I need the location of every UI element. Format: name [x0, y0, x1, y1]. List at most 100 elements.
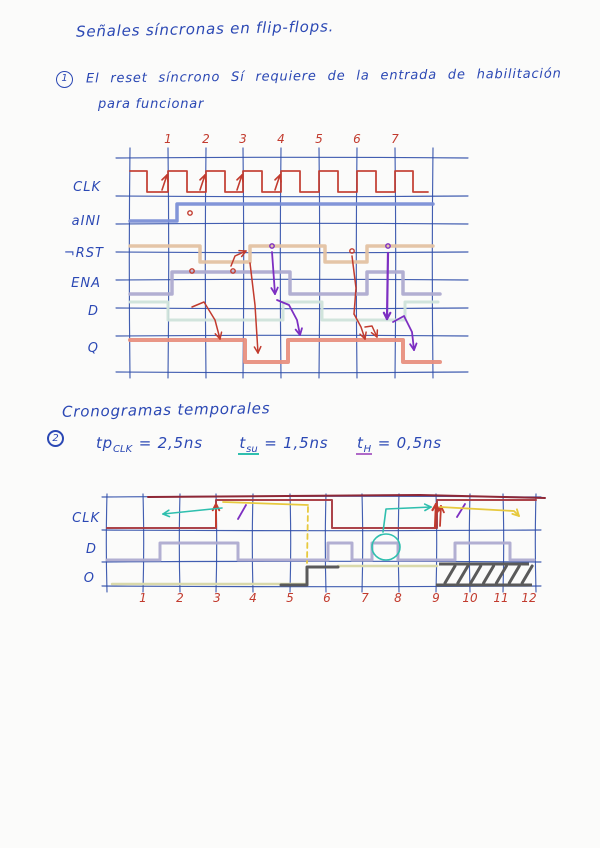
cycle-number: 1 — [164, 132, 172, 146]
grid-horizontal-line — [115, 195, 469, 198]
annotation-red-stroke — [364, 325, 378, 338]
cycle-number: 6 — [353, 132, 361, 146]
grid-horizontal-line — [101, 529, 542, 532]
cycle-number: 3 — [239, 132, 247, 146]
waveform-nRST — [128, 244, 435, 264]
timing-parameters: tpCLK = 2,5ns tsu = 1,5ns tH = 0,5ns — [95, 434, 442, 455]
annotation-red-stroke-head — [274, 174, 281, 181]
annotation-dark_gray-stroke — [279, 565, 340, 587]
annotation-yellow-stroke-head — [515, 508, 520, 517]
grid-vertical-line — [534, 493, 537, 593]
annotation-red-stroke-head — [236, 174, 243, 181]
annotation-yellow-stroke — [306, 506, 309, 564]
grid-horizontal-line — [115, 222, 469, 225]
annotation-red-stroke-head — [370, 331, 378, 338]
hatch-stripe — [482, 564, 496, 585]
signal-label: CLK — [72, 511, 100, 526]
cycle-number: 2 — [176, 591, 184, 605]
grid-vertical-line — [251, 493, 254, 593]
annotation-purple-stroke-head — [413, 342, 418, 351]
waveform-aINI — [128, 202, 435, 223]
note1-bullet-number: 1 — [56, 71, 73, 88]
hatch-stripe — [456, 564, 470, 585]
annotation-teal-stroke-head — [423, 503, 432, 508]
hatch-stripe — [494, 564, 508, 585]
grid-vertical-line — [324, 493, 327, 593]
param-tsu: tsu = 1,5ns — [238, 434, 329, 455]
annotation-teal-stroke-head — [162, 513, 171, 518]
annotation-red-stroke-head — [359, 333, 366, 340]
signal-label: Q — [88, 341, 99, 356]
annotation-purple-stroke — [271, 251, 276, 295]
annotation-purple-stroke-head — [385, 311, 392, 321]
cycle-number: 8 — [394, 591, 402, 605]
signal-label: aINI — [72, 214, 101, 229]
grid-horizontal-line — [115, 156, 469, 159]
param-th: tH = 0,5ns — [355, 434, 442, 455]
annotation-purple-stroke — [276, 299, 301, 336]
annotation-red-stroke-head — [257, 345, 262, 354]
cycle-number: 5 — [286, 591, 294, 605]
signal-label: CLK — [73, 180, 101, 195]
cycle-number: 11 — [493, 591, 508, 605]
annotation-red-stroke-head — [161, 174, 168, 181]
annotation-red-stroke — [191, 301, 221, 340]
cycle-number: 1 — [139, 591, 147, 605]
grid-horizontal-line — [115, 371, 469, 374]
annotation-red-stroke — [439, 505, 442, 527]
cycle-number: 7 — [391, 132, 399, 146]
signal-label: ENA — [71, 276, 101, 291]
waveform-CLK — [129, 170, 429, 193]
annotation-purple-stroke — [392, 315, 415, 351]
annotation-dot — [187, 210, 193, 216]
annotation-red-stroke — [236, 174, 243, 191]
annotation-red-stroke — [199, 174, 206, 191]
cycle-number: 10 — [462, 591, 478, 605]
annotation-purple-stroke-head — [294, 328, 301, 336]
annotation-red-stroke — [230, 250, 247, 267]
signal-label: ¬RST — [64, 246, 104, 261]
annotation-teal-stroke — [162, 507, 223, 515]
annotation-red-stroke — [353, 313, 366, 340]
cycle-number: 9 — [432, 591, 440, 605]
cycle-number: 2 — [202, 132, 210, 146]
annotation-red-stroke — [249, 262, 259, 354]
annotation-red-stroke-head — [166, 174, 169, 183]
annotation-dot — [230, 268, 236, 274]
annotation-purple-stroke — [385, 251, 390, 321]
annotation-yellow-stroke — [439, 506, 520, 517]
grid-horizontal-line — [115, 334, 469, 337]
grid-horizontal-line — [115, 251, 469, 254]
annotation-purple-stroke-head — [270, 287, 276, 295]
annotation-purple-stroke — [237, 504, 247, 520]
annotation-purple-stroke-head — [299, 327, 303, 336]
signal-label: D — [86, 542, 97, 557]
annotation-dot — [269, 243, 275, 249]
annotation-teal-stroke-head — [424, 506, 432, 512]
annotation-red-stroke-head — [279, 174, 282, 183]
hatch-stripe — [443, 564, 457, 585]
waveform-CLK — [106, 499, 537, 529]
annotation-red-stroke-head — [214, 333, 221, 340]
grid-vertical-line — [128, 147, 131, 379]
annotation-red-stroke-head — [219, 331, 223, 340]
annotation-purple-stroke — [456, 503, 466, 518]
grid-horizontal-line — [115, 278, 469, 281]
annotation-red-stroke — [351, 255, 357, 315]
annotation-red-stroke-head — [241, 174, 244, 183]
annotation-red-stroke — [161, 174, 168, 191]
annotation-dot — [385, 243, 391, 249]
annotation-yellow-stroke — [222, 501, 309, 506]
annotation-red-stroke-head — [431, 502, 438, 512]
annotation-red-stroke-head — [240, 250, 247, 258]
annotation-teal-stroke — [382, 506, 432, 533]
annotation-maroon-stroke — [147, 494, 546, 499]
grid-vertical-line — [431, 147, 434, 379]
param-tpclk: tpCLK = 2,5ns — [96, 434, 203, 455]
cycle-number: 4 — [249, 591, 257, 605]
signal-label: O — [84, 571, 95, 586]
annotation-red-stroke-head — [253, 346, 259, 354]
annotation-purple-stroke-head — [274, 286, 279, 295]
annotation-red-stroke — [433, 502, 438, 530]
